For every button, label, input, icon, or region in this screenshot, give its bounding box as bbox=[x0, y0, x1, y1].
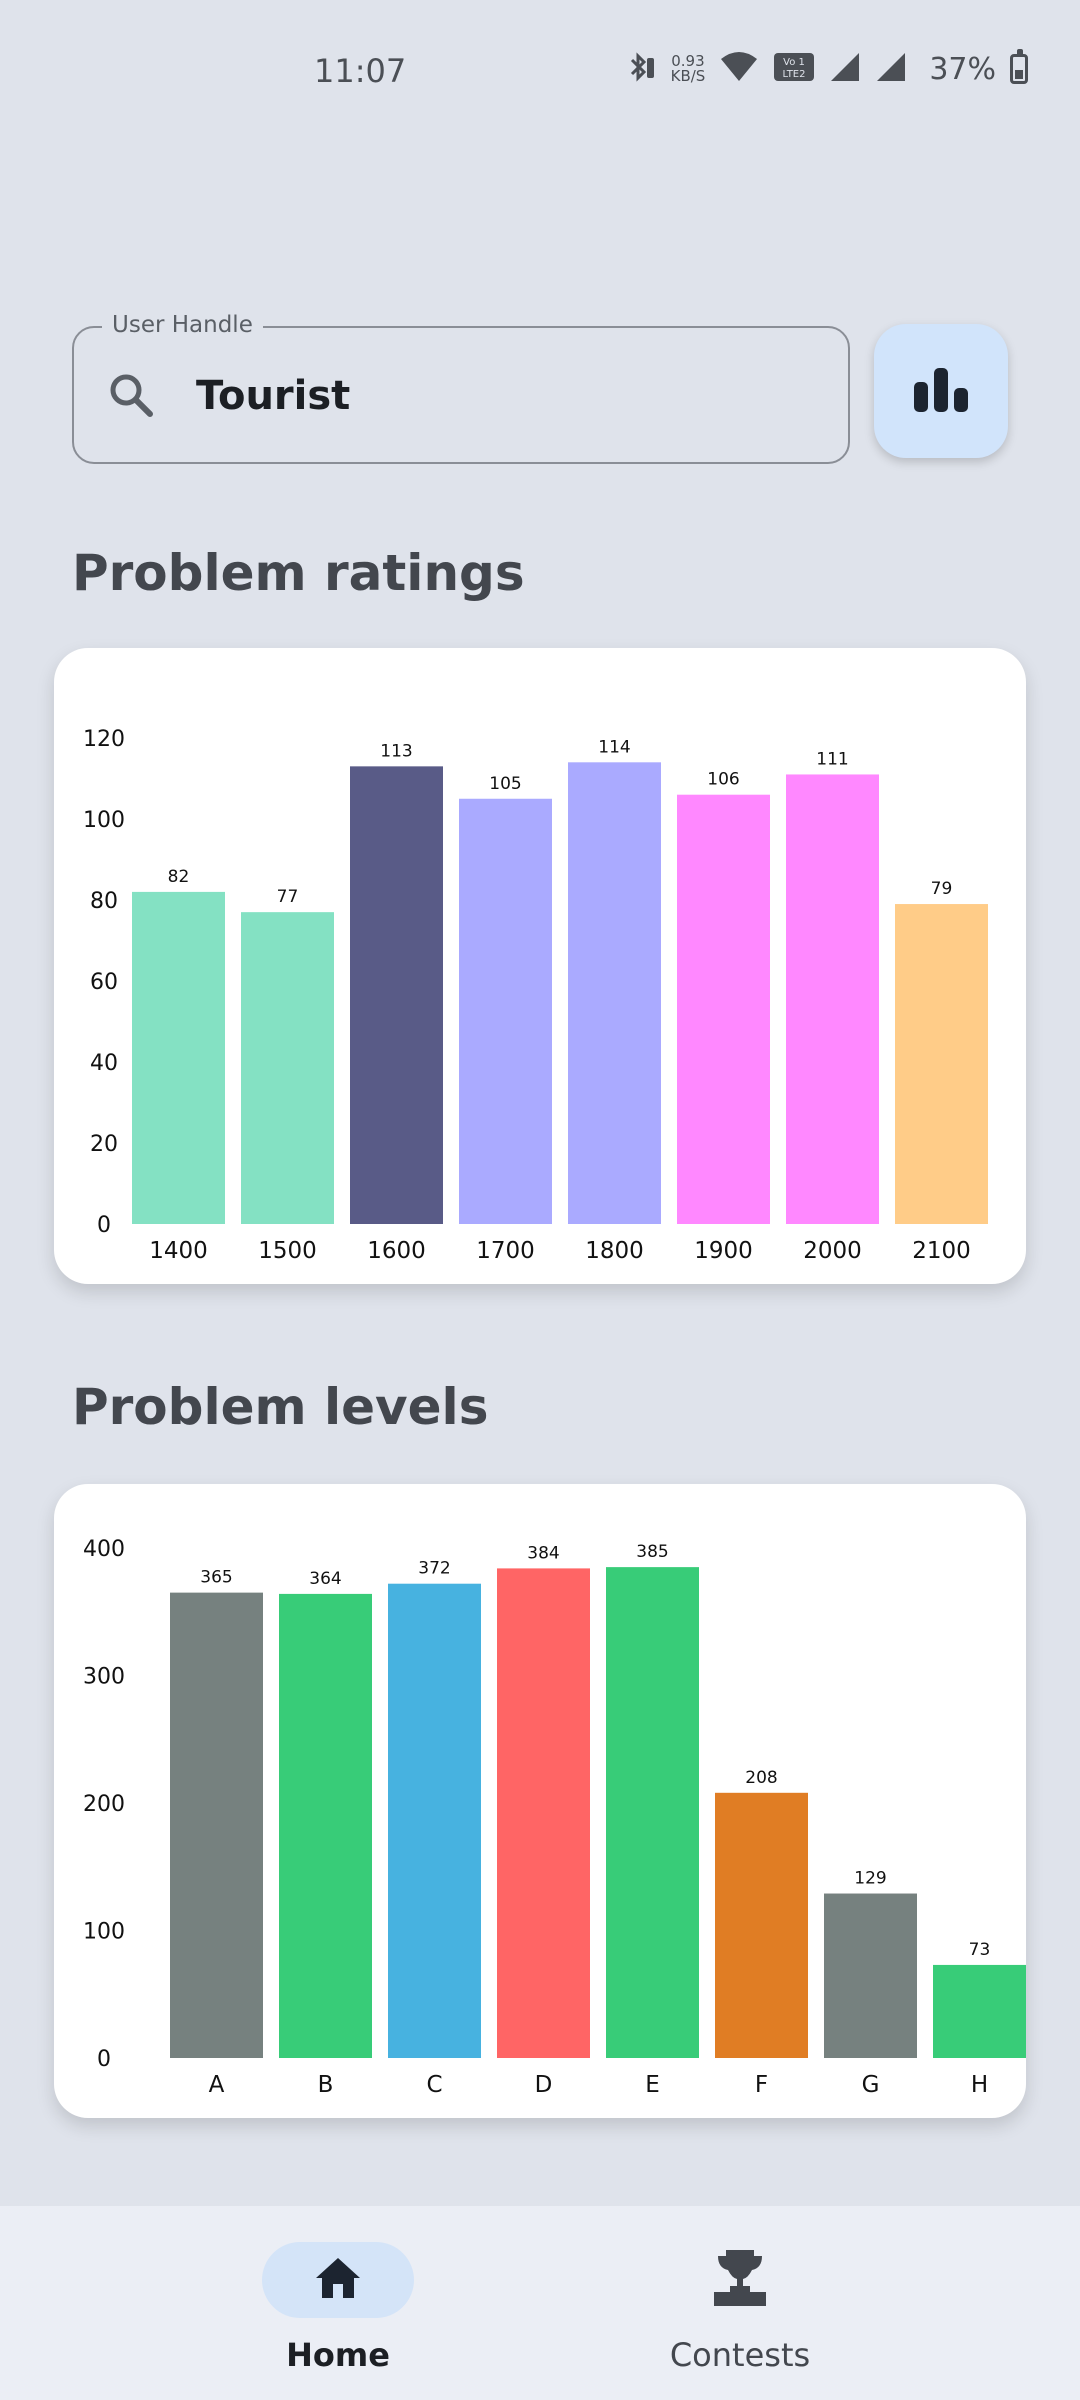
stats-button[interactable] bbox=[874, 324, 1008, 458]
ratings-chart-card: 0 20 40 60 80 100 120 82 1400 77 1500 113 1600 105 170… bbox=[54, 648, 1026, 1284]
rating-bar[interactable] bbox=[459, 798, 552, 1224]
levels-title: Problem levels bbox=[72, 1378, 489, 1436]
nav-item-home[interactable]: Home bbox=[208, 2234, 468, 2374]
nav-contests-label: Contests bbox=[669, 2336, 811, 2374]
level-bar[interactable] bbox=[279, 1593, 372, 2058]
level-bar[interactable] bbox=[715, 1792, 808, 2058]
user-handle-label: User Handle bbox=[102, 312, 263, 338]
net-speed-value: 0.93 bbox=[671, 52, 705, 70]
rating-bar[interactable] bbox=[241, 912, 334, 1224]
rating-category-label: 1400 bbox=[149, 1238, 208, 1264]
level-value-label: 385 bbox=[636, 1542, 668, 1562]
rating-value-label: 111 bbox=[816, 749, 848, 769]
level-y-tick: 400 bbox=[83, 1537, 125, 1562]
trophy-icon bbox=[712, 2248, 768, 2312]
level-category-label: A bbox=[209, 2072, 225, 2098]
rating-y-tick: 0 bbox=[97, 1213, 111, 1238]
rating-y-tick: 100 bbox=[83, 808, 125, 833]
level-category-label: H bbox=[971, 2072, 988, 2098]
search-icon bbox=[106, 370, 156, 424]
level-value-label: 365 bbox=[200, 1568, 232, 1588]
level-category-label: E bbox=[645, 2072, 660, 2098]
level-value-label: 73 bbox=[969, 1940, 991, 1960]
status-time: 11:07 bbox=[314, 52, 407, 90]
rating-y-tick: 40 bbox=[90, 1051, 118, 1076]
bottom-nav: Home Contests bbox=[0, 2206, 1080, 2400]
rating-category-label: 1600 bbox=[367, 1238, 426, 1264]
level-y-tick: 200 bbox=[83, 1792, 125, 1817]
levels-chart: 0 100 200 300 400 365 A 364 B 372 C 384 D 385 E 208 F 129… bbox=[83, 1537, 1026, 2098]
rating-value-label: 105 bbox=[489, 774, 521, 794]
user-handle-field[interactable]: User Handle bbox=[72, 312, 850, 464]
level-value-label: 372 bbox=[418, 1559, 450, 1579]
level-category-label: D bbox=[535, 2072, 553, 2098]
volte-icon: Vo 1 LTE2 bbox=[773, 51, 815, 87]
bar-chart-icon bbox=[912, 366, 970, 416]
rating-bar[interactable] bbox=[132, 891, 225, 1224]
level-category-label: F bbox=[755, 2072, 768, 2098]
level-bar[interactable] bbox=[497, 1568, 590, 2058]
level-bar[interactable] bbox=[824, 1893, 917, 2058]
ratings-chart: 0 20 40 60 80 100 120 82 1400 77 1500 113 1600 105 170… bbox=[83, 727, 988, 1264]
signal-1-icon bbox=[829, 51, 861, 87]
bluetooth-icon bbox=[623, 50, 657, 88]
level-value-label: 129 bbox=[854, 1869, 886, 1889]
level-bar[interactable] bbox=[606, 1567, 699, 2058]
nav-item-contests[interactable]: Contests bbox=[610, 2234, 870, 2374]
rating-value-label: 113 bbox=[380, 741, 412, 761]
level-y-tick: 0 bbox=[97, 2047, 111, 2072]
level-value-label: 384 bbox=[527, 1543, 559, 1563]
rating-category-label: 1800 bbox=[585, 1238, 644, 1264]
nav-home-label: Home bbox=[286, 2336, 390, 2374]
rating-category-label: 2000 bbox=[803, 1238, 862, 1264]
rating-value-label: 114 bbox=[598, 737, 630, 757]
level-y-tick: 300 bbox=[83, 1665, 125, 1690]
status-bar: 11:07 0.93 KB/S Vo 1 LTE2 37% bbox=[0, 0, 1080, 140]
levels-chart-card: 0 100 200 300 400 365 A 364 B 372 C 384 D 385 E 208 F 129… bbox=[54, 1484, 1026, 2118]
nav-contests-pill[interactable] bbox=[664, 2242, 816, 2318]
rating-value-label: 79 bbox=[931, 879, 953, 899]
rating-y-tick: 60 bbox=[90, 970, 118, 995]
ratings-title: Problem ratings bbox=[72, 544, 525, 602]
rating-value-label: 106 bbox=[707, 770, 739, 790]
rating-value-label: 82 bbox=[168, 867, 190, 887]
rating-value-label: 77 bbox=[277, 887, 299, 907]
level-value-label: 364 bbox=[309, 1569, 341, 1589]
nav-home-pill[interactable] bbox=[262, 2242, 414, 2318]
rating-category-label: 2100 bbox=[912, 1238, 971, 1264]
rating-bar[interactable] bbox=[786, 774, 879, 1224]
rating-bar[interactable] bbox=[677, 794, 770, 1224]
rating-y-tick: 80 bbox=[90, 889, 118, 914]
rating-bar[interactable] bbox=[895, 904, 988, 1224]
rating-bar[interactable] bbox=[568, 762, 661, 1224]
level-y-tick: 100 bbox=[83, 1920, 125, 1945]
rating-category-label: 1900 bbox=[694, 1238, 753, 1264]
level-category-label: C bbox=[426, 2072, 442, 2098]
level-bar[interactable] bbox=[388, 1583, 481, 2058]
wifi-icon bbox=[719, 51, 759, 87]
level-category-label: G bbox=[862, 2072, 880, 2098]
level-bar[interactable] bbox=[170, 1592, 263, 2058]
level-category-label: B bbox=[318, 2072, 334, 2098]
rating-category-label: 1500 bbox=[258, 1238, 317, 1264]
signal-2-icon bbox=[875, 51, 907, 87]
rating-y-tick: 20 bbox=[90, 1132, 118, 1157]
svg-text:Vo 1: Vo 1 bbox=[783, 57, 805, 68]
svg-text:LTE2: LTE2 bbox=[783, 69, 806, 80]
rating-bar[interactable] bbox=[350, 766, 443, 1224]
net-speed: 0.93 KB/S bbox=[671, 54, 706, 84]
level-value-label: 208 bbox=[745, 1768, 777, 1788]
battery-icon bbox=[1010, 49, 1028, 84]
net-speed-unit: KB/S bbox=[670, 67, 706, 85]
level-bar[interactable] bbox=[933, 1964, 1026, 2058]
rating-category-label: 1700 bbox=[476, 1238, 535, 1264]
battery-percent: 37% bbox=[929, 51, 996, 87]
status-icons: 0.93 KB/S Vo 1 LTE2 37% bbox=[623, 49, 1028, 88]
user-handle-input[interactable] bbox=[194, 360, 818, 432]
rating-y-tick: 120 bbox=[83, 727, 125, 752]
home-icon bbox=[314, 2256, 362, 2304]
